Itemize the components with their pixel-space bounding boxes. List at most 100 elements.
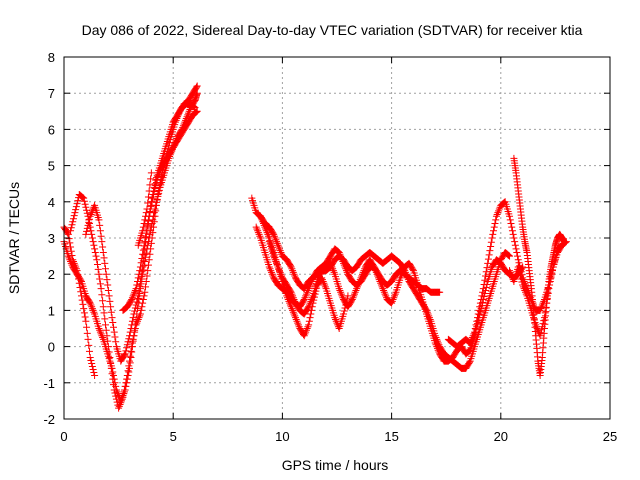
data-point	[99, 334, 107, 342]
data-point	[489, 230, 497, 238]
data-point	[86, 353, 94, 361]
data-point	[465, 347, 473, 355]
data-point	[119, 393, 127, 401]
data-point	[317, 268, 325, 276]
y-tick-label: 3	[48, 231, 55, 246]
data-point	[382, 292, 390, 300]
data-point	[294, 321, 302, 329]
data-point	[132, 301, 140, 309]
data-point	[340, 307, 348, 315]
data-point	[103, 276, 111, 284]
data-point	[495, 207, 503, 215]
data-point	[519, 281, 527, 289]
data-point	[87, 227, 95, 235]
data-point	[67, 258, 75, 266]
x-axis-label: GPS time / hours	[282, 457, 389, 473]
data-point	[149, 216, 157, 224]
data-point	[468, 335, 476, 343]
data-point	[542, 304, 550, 312]
data-point	[81, 200, 89, 208]
data-point	[396, 274, 404, 282]
data-point	[513, 248, 521, 256]
data-point	[301, 294, 309, 302]
data-point	[318, 276, 326, 284]
data-point	[98, 238, 106, 246]
data-point	[139, 246, 147, 254]
data-point	[305, 321, 313, 329]
data-point	[467, 337, 475, 345]
data-point	[547, 274, 555, 282]
data-point	[126, 359, 134, 367]
data-point	[389, 296, 397, 304]
data-point	[369, 262, 377, 270]
data-point	[139, 299, 147, 307]
data-point	[122, 347, 130, 355]
data-point	[514, 263, 522, 271]
data-point	[507, 220, 515, 228]
data-point	[66, 256, 74, 264]
data-point	[537, 305, 545, 313]
data-point	[83, 209, 91, 217]
data-point	[543, 299, 551, 307]
data-point	[135, 270, 143, 278]
data-point	[336, 250, 344, 258]
data-point	[342, 267, 350, 275]
data-point	[277, 248, 285, 256]
data-point	[264, 230, 272, 238]
data-point	[126, 332, 134, 340]
data-point	[97, 232, 105, 240]
data-point	[286, 301, 294, 309]
data-point	[549, 263, 557, 271]
data-point	[538, 323, 546, 331]
data-point	[123, 372, 131, 380]
data-point	[96, 326, 104, 334]
data-point	[89, 306, 97, 314]
data-point	[540, 297, 548, 305]
data-point	[357, 274, 365, 282]
data-point	[123, 344, 131, 352]
data-point	[83, 329, 91, 337]
data-point	[84, 335, 92, 343]
data-point	[109, 368, 117, 376]
data-point	[140, 242, 148, 250]
data-point	[514, 256, 522, 264]
data-point	[518, 278, 526, 286]
data-point	[157, 165, 165, 173]
data-point	[93, 256, 101, 264]
data-point	[469, 332, 477, 340]
data-point	[129, 292, 137, 300]
data-point	[337, 290, 345, 298]
data-point	[109, 375, 117, 383]
data-point	[128, 339, 136, 347]
data-point	[354, 281, 362, 289]
x-tick-label: 5	[170, 429, 177, 444]
data-point	[99, 297, 107, 305]
data-point	[350, 290, 358, 298]
data-point	[105, 292, 113, 300]
data-point	[111, 379, 119, 387]
data-point	[79, 194, 87, 202]
data-point	[287, 263, 295, 271]
data-point	[301, 330, 309, 338]
y-tick-label: 5	[48, 159, 55, 174]
data-point	[487, 242, 495, 250]
data-point	[149, 194, 157, 202]
data-point	[131, 307, 139, 315]
data-point	[252, 223, 260, 231]
data-point	[543, 294, 551, 302]
data-point	[72, 203, 80, 211]
data-point	[305, 317, 313, 325]
data-point	[292, 315, 300, 323]
data-point	[273, 259, 281, 267]
data-point	[144, 261, 152, 269]
data-point	[139, 227, 147, 235]
data-point	[131, 304, 139, 312]
data-point	[109, 318, 117, 326]
data-point	[484, 255, 492, 263]
data-point	[504, 251, 512, 259]
data-point	[100, 309, 108, 317]
data-point	[343, 295, 351, 303]
data-point	[484, 259, 492, 267]
data-point	[156, 167, 164, 175]
data-point	[84, 221, 92, 229]
